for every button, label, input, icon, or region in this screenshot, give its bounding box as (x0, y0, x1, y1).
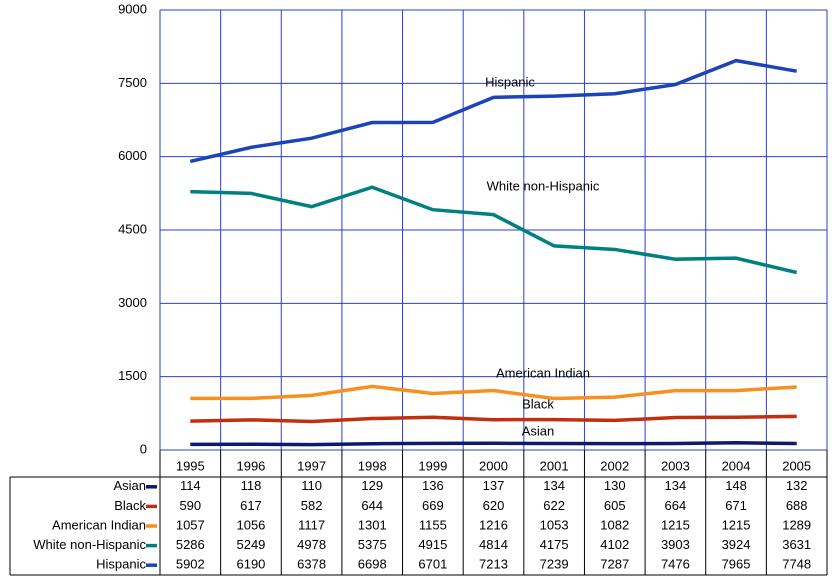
table-value: 129 (361, 478, 383, 493)
table-value: 1056 (236, 517, 265, 532)
table-value: 7748 (782, 557, 811, 572)
x-tick-label: 1997 (297, 458, 326, 473)
y-tick-label: 7500 (118, 75, 147, 90)
table-value: 1289 (782, 517, 811, 532)
x-tick-label: 1999 (418, 458, 447, 473)
line-label: Black (522, 396, 554, 411)
table-value: 1301 (358, 517, 387, 532)
line-label: American Indian (496, 365, 590, 380)
table-value: 6378 (297, 557, 326, 572)
table-value: 114 (180, 478, 201, 493)
table-value: 1215 (722, 517, 751, 532)
table-value: 7287 (600, 557, 629, 572)
table-value: 5249 (236, 537, 265, 552)
line-label: Hispanic (485, 74, 535, 89)
series-line (190, 414, 797, 424)
table-value: 130 (604, 478, 626, 493)
table-value: 1215 (661, 517, 690, 532)
x-tick-label: 2004 (722, 458, 751, 473)
table-value: 6190 (236, 557, 265, 572)
legend-label: White non-Hispanic (33, 537, 146, 552)
y-tick-label: 3000 (118, 295, 147, 310)
table-value: 4102 (600, 537, 629, 552)
table-value: 5286 (176, 537, 205, 552)
series-line (190, 185, 798, 275)
table-value: 4978 (297, 537, 326, 552)
table-value: 4175 (540, 537, 569, 552)
x-tick-label: 2003 (661, 458, 690, 473)
x-tick-label: 1996 (236, 458, 265, 473)
x-tick-label: 2000 (479, 458, 508, 473)
table-value: 617 (240, 498, 262, 513)
table-value: 605 (604, 498, 626, 513)
table-value: 644 (361, 498, 383, 513)
table-value: 1082 (600, 517, 629, 532)
table-value: 7213 (479, 557, 508, 572)
legend-label: Black (114, 498, 146, 513)
table-value: 5902 (176, 557, 205, 572)
table-value: 3924 (722, 537, 751, 552)
table-value: 6698 (358, 557, 387, 572)
x-tick-label: 1995 (176, 458, 205, 473)
series-line (190, 384, 797, 401)
table-value: 118 (241, 478, 262, 493)
table-value: 582 (301, 498, 323, 513)
table-value: 1057 (176, 517, 205, 532)
table-value: 7965 (722, 557, 751, 572)
table-value: 7239 (540, 557, 569, 572)
table-value: 137 (483, 478, 505, 493)
table-value: 3903 (661, 537, 690, 552)
table-value: 3631 (782, 537, 811, 552)
table-value: 136 (422, 478, 444, 493)
table-value: 134 (543, 478, 565, 493)
y-tick-label: 9000 (118, 1, 147, 16)
series-line (189, 58, 797, 164)
table-value: 7476 (661, 557, 690, 572)
x-tick-label: 1998 (358, 458, 387, 473)
table-value: 688 (786, 498, 808, 513)
table-value: 669 (422, 498, 444, 513)
table-value: 1117 (298, 517, 325, 532)
x-tick-label: 2002 (600, 458, 629, 473)
table-value: 620 (483, 498, 505, 513)
line-label: White non-Hispanic (487, 178, 600, 193)
y-tick-label: 1500 (118, 368, 147, 383)
table-value: 6701 (418, 557, 447, 572)
legend-label: American Indian (52, 517, 146, 532)
legend-label: Asian (113, 478, 146, 493)
table-value: 4915 (418, 537, 447, 552)
series-line (190, 441, 797, 447)
table-value: 590 (179, 498, 201, 513)
table-value: 132 (786, 478, 808, 493)
table-value: 1053 (540, 517, 569, 532)
table-value: 110 (301, 478, 322, 493)
table-value: 4814 (479, 537, 508, 552)
table-value: 664 (665, 498, 687, 513)
y-tick-label: 6000 (118, 148, 147, 163)
line-label: Asian (522, 423, 555, 438)
table-value: 1155 (419, 517, 447, 532)
table-value: 5375 (358, 537, 387, 552)
legend-label: Hispanic (96, 557, 146, 572)
y-tick-label: 4500 (118, 221, 147, 236)
table-value: 148 (725, 478, 747, 493)
table-value: 1216 (479, 517, 508, 532)
x-tick-label: 2005 (782, 458, 811, 473)
table-value: 671 (725, 498, 747, 513)
x-tick-label: 2001 (540, 458, 569, 473)
y-tick-label: 0 (140, 441, 147, 456)
table-value: 134 (665, 478, 687, 493)
table-value: 622 (543, 498, 565, 513)
